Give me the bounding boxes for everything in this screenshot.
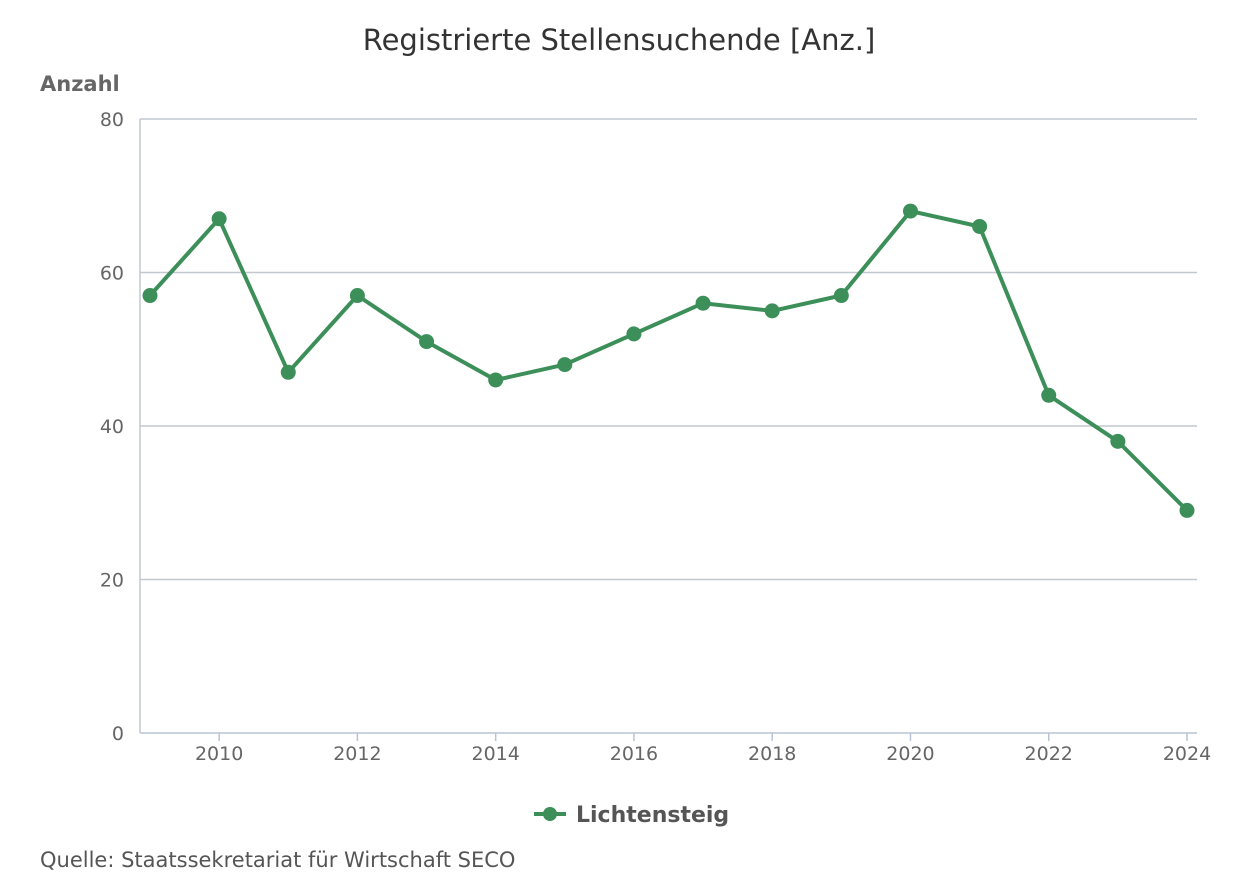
- y-tick-label-40: 40: [100, 416, 124, 438]
- legend[interactable]: Lichtensteig: [534, 803, 729, 828]
- series-line-lichtensteig: [148, 209, 1189, 513]
- data-point-2015[interactable]: [557, 357, 573, 373]
- data-point-2022[interactable]: [1041, 387, 1057, 403]
- data-point-2012[interactable]: [349, 288, 365, 304]
- x-tick-label-2016: 2016: [610, 743, 658, 765]
- x-tick-label-2022: 2022: [1025, 743, 1073, 765]
- data-point-2024[interactable]: [1179, 502, 1195, 518]
- x-tick-label-2010: 2010: [195, 743, 243, 765]
- chart-title: Registrierte Stellensuchende [Anz.]: [363, 23, 876, 57]
- data-point-2016[interactable]: [626, 326, 642, 342]
- data-point-2017[interactable]: [695, 295, 711, 311]
- series-layer: [142, 203, 1195, 518]
- data-point-2013[interactable]: [419, 334, 435, 350]
- x-tick-label-2024: 2024: [1163, 743, 1211, 765]
- y-axis-title: Anzahl: [40, 72, 120, 96]
- data-point-2019[interactable]: [833, 288, 849, 304]
- data-point-2021[interactable]: [972, 218, 988, 234]
- legend-label-lichtensteig[interactable]: Lichtensteig: [576, 803, 729, 828]
- x-tick-label-2014: 2014: [471, 743, 519, 765]
- x-tick-label-2020: 2020: [886, 743, 934, 765]
- data-point-2011[interactable]: [280, 364, 296, 380]
- data-point-2020[interactable]: [902, 203, 918, 219]
- data-point-2009[interactable]: [142, 288, 158, 304]
- data-point-2010[interactable]: [211, 211, 227, 227]
- x-tick-label-2018: 2018: [748, 743, 796, 765]
- y-tick-label-80: 80: [100, 109, 124, 131]
- gridlines: [140, 118, 1197, 581]
- axes: 0 20 40 60 80 2010 2012 2014 2016 2018 2020 2022 202…: [100, 109, 1211, 765]
- x-tick-label-2012: 2012: [333, 743, 381, 765]
- data-point-2018[interactable]: [764, 303, 780, 319]
- data-point-2014[interactable]: [488, 372, 504, 388]
- legend-marker-icon: [543, 807, 557, 821]
- data-point-2023[interactable]: [1110, 433, 1126, 449]
- y-tick-label-0: 0: [112, 723, 124, 745]
- y-tick-label-20: 20: [100, 570, 124, 592]
- source-note: Quelle: Staatssekretariat für Wirtschaft…: [40, 848, 515, 872]
- y-tick-label-60: 60: [100, 263, 124, 285]
